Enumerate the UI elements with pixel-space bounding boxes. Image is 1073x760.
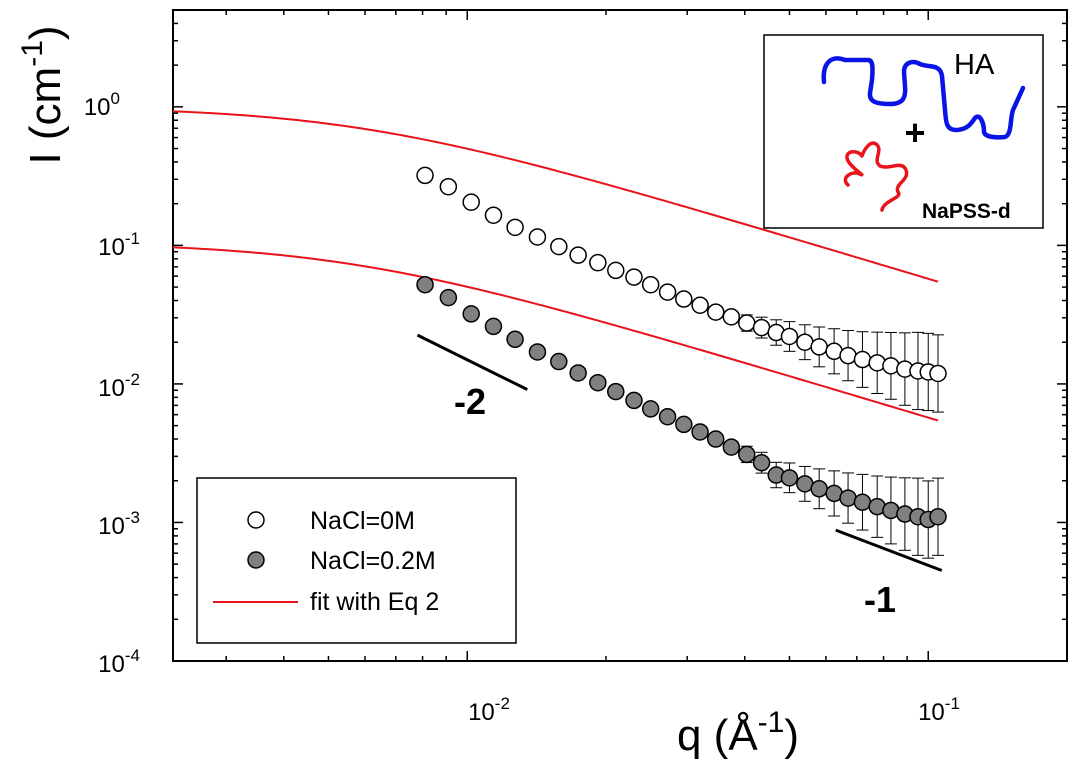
x-axis-title: q (Å-1)	[677, 706, 799, 760]
data-point-nacl-02m	[691, 423, 709, 441]
data-point-nacl-0m	[641, 275, 660, 294]
y-tick-label: 10-4	[98, 646, 140, 678]
ha-chain-illustration	[821, 56, 1026, 140]
inset: HA + NaPSS-d	[763, 34, 1044, 229]
data-point-nacl-0m	[722, 308, 741, 326]
slope-guide-line	[416, 333, 528, 391]
fit-curves	[172, 110, 939, 422]
data-point-nacl-02m	[607, 382, 625, 401]
data-point-nacl-02m	[780, 469, 799, 487]
data-point-nacl-0m	[929, 364, 947, 383]
data-point-nacl-0m	[738, 314, 756, 332]
data-point-nacl-0m	[658, 283, 677, 301]
inset-label-plus: +	[904, 112, 925, 153]
data-point-nacl-0m	[416, 166, 434, 185]
plot-frame	[172, 9, 1068, 662]
data-point-nacl-02m	[929, 507, 947, 526]
data-point-nacl-0m	[569, 246, 587, 264]
x-tick-label: 10-1	[918, 694, 960, 726]
fit-curve-2	[172, 246, 939, 422]
data-point-nacl-02m	[706, 430, 725, 448]
data-point-nacl-02m	[722, 438, 741, 456]
data-point-nacl-0m	[589, 253, 607, 272]
data-point-nacl-0m	[462, 193, 480, 211]
data-point-nacl-02m	[658, 407, 677, 426]
slope-label-minus-1: -1	[864, 579, 896, 620]
data-point-nacl-0m	[752, 318, 771, 337]
legend-label-nacl-0m: NaCl=0M	[310, 507, 415, 535]
data-point-nacl-0m	[528, 228, 547, 246]
data-point-nacl-0m	[625, 268, 643, 286]
legend-marker-filled-circle	[247, 551, 265, 569]
data-point-nacl-02m	[506, 330, 524, 349]
data-point-nacl-02m	[484, 317, 503, 336]
data-point-nacl-02m	[625, 391, 643, 410]
x-tick-labels: 10-2 10-1	[468, 694, 960, 726]
axis-ticks	[173, 9, 1068, 662]
inset-label-ha: HA	[954, 49, 995, 81]
legend-label-fit: fit with Eq 2	[310, 588, 439, 616]
data-point-nacl-0m	[484, 206, 503, 224]
data-point-nacl-0m	[506, 218, 524, 237]
data-point-nacl-0m	[853, 350, 872, 369]
data-point-nacl-02m	[810, 480, 828, 498]
data-point-nacl-0m	[810, 338, 828, 356]
data-points	[416, 166, 947, 529]
slope-label-minus-2: -2	[454, 381, 486, 422]
data-point-nacl-02m	[589, 373, 607, 392]
y-tick-label: 10-3	[98, 508, 140, 540]
fit-curve-1	[172, 110, 939, 283]
data-point-nacl-02m	[569, 364, 587, 382]
data-point-nacl-02m	[439, 288, 458, 307]
legend: NaCl=0M NaCl=0.2M fit with Eq 2	[196, 477, 517, 644]
slope-guides	[416, 333, 943, 572]
data-point-nacl-0m	[706, 303, 725, 321]
data-point-nacl-02m	[839, 489, 857, 507]
napss-chain-illustration	[843, 141, 909, 212]
data-point-nacl-0m	[607, 261, 625, 280]
slope-guide-line	[835, 528, 943, 572]
data-point-nacl-02m	[550, 352, 568, 371]
data-point-nacl-0m	[550, 237, 568, 256]
y-axis-title: I (cm-1)	[16, 25, 70, 164]
y-tick-label: 100	[84, 89, 120, 121]
data-point-nacl-02m	[462, 305, 480, 323]
data-point-nacl-02m	[752, 453, 771, 472]
inset-label-napss: NaPSS-d	[922, 200, 1011, 223]
legend-label-nacl-02m: NaCl=0.2M	[310, 547, 436, 575]
data-point-nacl-0m	[675, 290, 693, 308]
data-point-nacl-02m	[675, 415, 693, 434]
data-point-nacl-0m	[439, 177, 458, 196]
data-point-nacl-02m	[641, 400, 660, 418]
data-point-nacl-0m	[780, 327, 799, 346]
data-point-nacl-02m	[853, 493, 872, 511]
data-point-nacl-02m	[416, 275, 434, 294]
y-tick-labels: 100 10-1 10-2 10-3 10-4	[84, 89, 140, 678]
data-point-nacl-0m	[796, 333, 814, 351]
data-point-nacl-02m	[738, 445, 756, 464]
x-tick-label: 10-2	[468, 694, 510, 726]
y-tick-label: 10-1	[98, 229, 140, 261]
legend-marker-open-circle	[247, 511, 265, 529]
data-point-nacl-0m	[691, 296, 709, 314]
data-point-nacl-0m	[839, 346, 857, 365]
y-tick-label: 10-2	[98, 370, 140, 402]
data-point-nacl-02m	[528, 343, 547, 361]
